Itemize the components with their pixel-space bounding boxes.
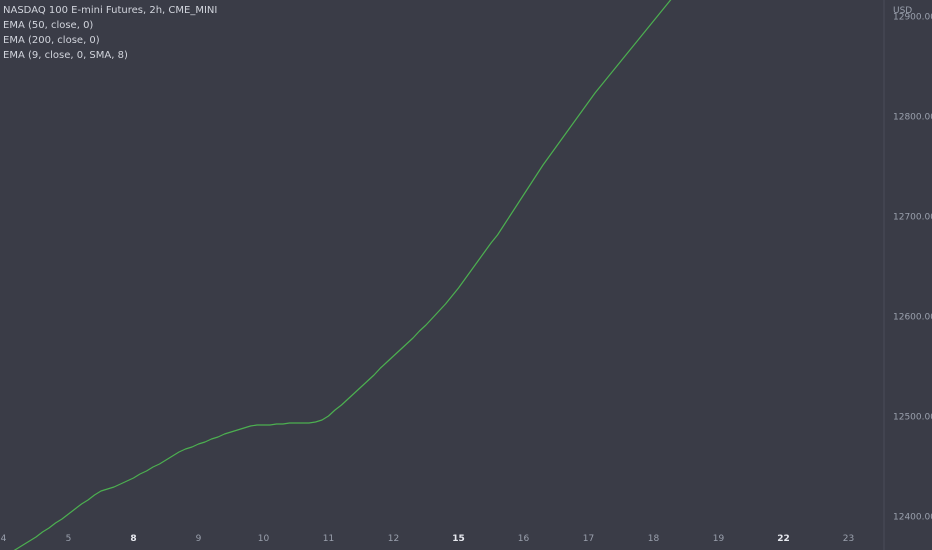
indicator-ema9[interactable]: EMA (9, close, 0, SMA, 8) xyxy=(3,50,128,61)
y-tick-label: 12700.00 xyxy=(893,213,932,223)
currency-label: USD xyxy=(893,6,913,16)
x-tick-label: 5 xyxy=(66,534,72,544)
y-tick-label: 12800.00 xyxy=(893,113,932,123)
x-tick-label: 4 xyxy=(1,534,7,544)
x-tick-label: 12 xyxy=(388,534,399,544)
x-tick-label: 8 xyxy=(130,534,136,544)
x-tick-label: 23 xyxy=(843,534,854,544)
symbol-title[interactable]: NASDAQ 100 E-mini Futures, 2h, CME_MINI xyxy=(3,5,218,16)
price-axis[interactable]: 12400.00 12500.00 12600.00 12700.00 12800.00… xyxy=(893,0,932,523)
x-tick-label: 18 xyxy=(648,534,660,544)
time-axis[interactable]: 4 5 8 9 10 11 12 15 16 17 18 19 22 23 xyxy=(1,534,855,544)
chart-legend: NASDAQ 100 E-mini Futures, 2h, CME_MINI … xyxy=(3,3,217,63)
x-tick-label: 9 xyxy=(196,534,202,544)
x-tick-label: 11 xyxy=(323,534,334,544)
moving-averages xyxy=(13,0,672,550)
x-tick-label: 16 xyxy=(518,534,530,544)
indicator-ema200[interactable]: EMA (200, close, 0) xyxy=(3,35,100,46)
y-tick-label: 12500.00 xyxy=(893,413,932,423)
x-tick-label: 10 xyxy=(258,534,270,544)
x-tick-label: 17 xyxy=(583,534,594,544)
x-tick-label: 15 xyxy=(452,534,465,544)
x-tick-label: 22 xyxy=(777,534,790,544)
x-tick-label: 19 xyxy=(713,534,725,544)
y-tick-label: 12600.00 xyxy=(893,313,932,323)
y-tick-label: 12400.00 xyxy=(893,513,932,523)
ema200-line xyxy=(13,0,672,550)
y-tick-label: 12900.00 xyxy=(893,13,932,23)
indicator-ema50[interactable]: EMA (50, close, 0) xyxy=(3,20,94,31)
